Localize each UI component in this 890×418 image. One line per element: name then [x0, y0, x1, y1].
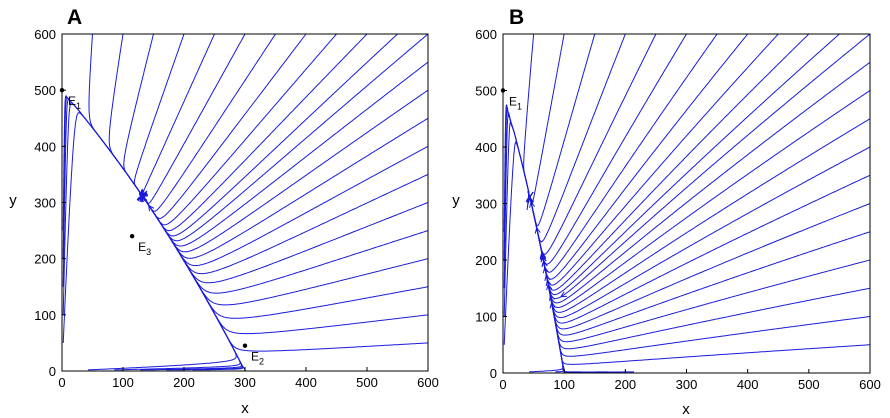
flow-arrow	[136, 194, 143, 203]
streamline	[529, 196, 635, 373]
y-axis-label: y	[452, 192, 460, 209]
equilibrium-label: E3	[138, 240, 151, 257]
y-tick-label: 0	[490, 366, 497, 381]
x-tick-label: 500	[798, 377, 820, 392]
y-axis-label: y	[9, 192, 17, 209]
y-tick-label: 400	[475, 140, 497, 155]
x-tick-label: 200	[173, 375, 195, 390]
x-axis-ticks: 0 100 200 300 400 500 600	[58, 367, 439, 390]
streamline	[529, 34, 687, 265]
x-tick-label: 200	[614, 377, 636, 392]
streamline	[123, 34, 154, 198]
streamline	[529, 34, 840, 296]
streamline	[529, 196, 870, 336]
streamline	[141, 34, 246, 204]
plot-frame	[61, 33, 429, 372]
streamline	[141, 61, 428, 247]
x-axis-label: x	[241, 400, 249, 417]
streamline	[529, 34, 657, 255]
y-tick-label: 600	[34, 27, 56, 42]
x-tick-label: 300	[234, 375, 256, 390]
y-tick-label: 300	[34, 196, 56, 211]
streamline	[529, 34, 565, 205]
x-tick-label: 100	[553, 377, 575, 392]
streamline	[141, 34, 368, 232]
x-tick-label: 0	[58, 375, 65, 390]
y-axis-ticks: 0 100 200 300 400 500 600	[475, 27, 507, 381]
streamline	[141, 195, 243, 371]
y-tick-label: 100	[34, 308, 56, 323]
equilibrium-label: E1	[509, 95, 522, 112]
streamline	[88, 195, 237, 371]
streamline	[62, 102, 143, 315]
panel-b: B 0 100 200 300 400 500 600 0 100 200 300 400 500 60…	[452, 6, 881, 418]
y-tick-label: 300	[475, 197, 497, 212]
streamline	[141, 195, 428, 371]
y-tick-label: 500	[475, 84, 497, 99]
x-axis-ticks: 0 100 200 300 400 500 600	[499, 369, 881, 392]
panel-label: A	[67, 6, 82, 29]
equilibria: E1	[500, 88, 522, 112]
y-tick-label: 0	[49, 364, 56, 379]
streamline	[503, 120, 531, 317]
streamline	[529, 34, 870, 300]
streamline	[141, 145, 428, 266]
streamline	[140, 195, 243, 371]
streamline	[141, 195, 244, 371]
streamline	[529, 174, 870, 324]
streamline	[141, 195, 428, 306]
streamline	[141, 34, 307, 220]
streamline	[141, 34, 428, 242]
streamline	[141, 195, 428, 294]
equilibrium-point	[242, 343, 248, 348]
x-tick-label: 100	[112, 375, 134, 390]
y-tick-label: 200	[475, 253, 497, 268]
flow-arrow	[527, 191, 534, 199]
x-axis-label: x	[682, 401, 690, 418]
x-tick-label: 600	[859, 377, 881, 392]
streamline	[529, 34, 810, 291]
x-tick-label: 0	[499, 377, 506, 392]
streamlines	[62, 34, 428, 371]
streamline	[529, 196, 608, 373]
streamlines	[503, 34, 870, 373]
equilibrium-point	[500, 88, 506, 93]
streamline	[133, 34, 185, 196]
panel-label: B	[509, 6, 524, 29]
x-tick-label: 400	[737, 377, 759, 392]
y-tick-label: 500	[34, 83, 56, 98]
y-tick-label: 600	[475, 27, 497, 42]
equilibrium-point	[129, 234, 135, 239]
y-tick-label: 200	[34, 252, 56, 267]
streamline	[141, 34, 215, 196]
equilibrium-label: E2	[251, 350, 264, 367]
equilibrium-point	[59, 87, 65, 93]
streamline	[529, 196, 870, 343]
x-tick-label: 600	[417, 375, 439, 390]
x-tick-label: 400	[295, 375, 317, 390]
y-tick-label: 100	[475, 310, 497, 325]
streamline	[529, 34, 749, 280]
x-tick-label: 500	[356, 375, 378, 390]
streamline	[529, 196, 870, 357]
streamline	[141, 34, 276, 212]
streamline	[62, 95, 143, 231]
x-tick-label: 300	[676, 377, 698, 392]
y-tick-label: 400	[34, 139, 56, 154]
y-axis-ticks: 0 100 200 300 400 500 600	[34, 27, 66, 379]
streamline	[62, 112, 143, 343]
panel-a: A 0 100 200 300 400 500 600 0 100 200 300 400 500 60…	[9, 6, 439, 417]
flow-arrow	[559, 291, 567, 298]
